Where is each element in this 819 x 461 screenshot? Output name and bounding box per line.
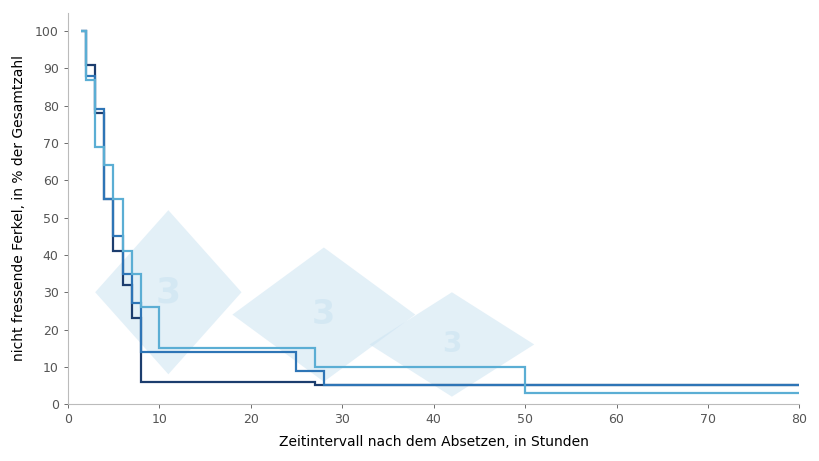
- Text: 3: 3: [156, 275, 181, 309]
- Polygon shape: [95, 210, 242, 374]
- Polygon shape: [369, 292, 534, 396]
- Y-axis label: nicht fressende Ferkel, in % der Gesamtzahl: nicht fressende Ferkel, in % der Gesamtz…: [12, 55, 26, 361]
- X-axis label: Zeitintervall nach dem Absetzen, in Stunden: Zeitintervall nach dem Absetzen, in Stun…: [278, 435, 588, 449]
- Text: 3: 3: [441, 331, 461, 359]
- Polygon shape: [232, 248, 414, 382]
- Text: 3: 3: [312, 298, 335, 331]
